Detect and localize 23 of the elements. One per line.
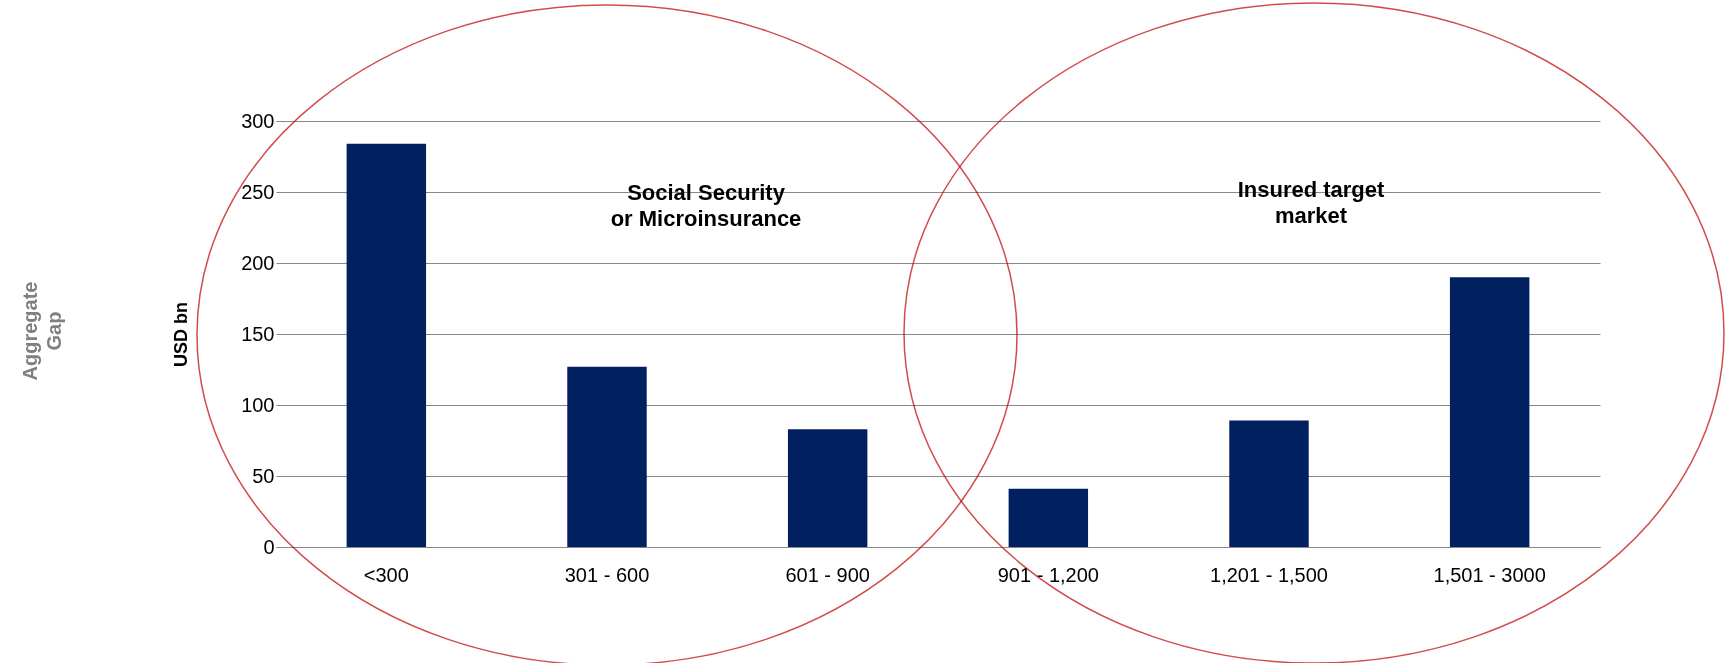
- bar: [1449, 277, 1530, 547]
- y-tick-label: 50: [252, 464, 275, 487]
- bar: [787, 429, 868, 547]
- x-tick-label: <300: [363, 563, 409, 586]
- y-tick-label: 0: [263, 535, 275, 558]
- y-tick-label: 300: [241, 109, 275, 132]
- y-tick-label: 250: [241, 180, 275, 203]
- bar: [567, 366, 647, 547]
- y-axis-title: USD bn: [171, 302, 192, 367]
- y-tick-label: 100: [241, 393, 275, 416]
- x-tick-label: 1,501 - 3000: [1433, 563, 1546, 586]
- text: Aggregate Gap: [19, 281, 65, 381]
- bar: [1229, 420, 1309, 547]
- y-tick-label: 150: [241, 322, 275, 345]
- x-tick-label: 901 - 1,200: [997, 563, 1099, 586]
- y-tick-label: 200: [241, 251, 275, 274]
- x-tick-label: 301 - 600: [564, 563, 650, 586]
- bar: [1008, 488, 1089, 547]
- x-tick-label: 1,201 - 1,500: [1210, 563, 1328, 586]
- bar: [346, 143, 427, 547]
- annotation: Insured target market: [1237, 177, 1386, 228]
- annotation: Social Security or Microinsurance: [610, 180, 802, 231]
- x-tick-label: 601 - 900: [785, 563, 870, 586]
